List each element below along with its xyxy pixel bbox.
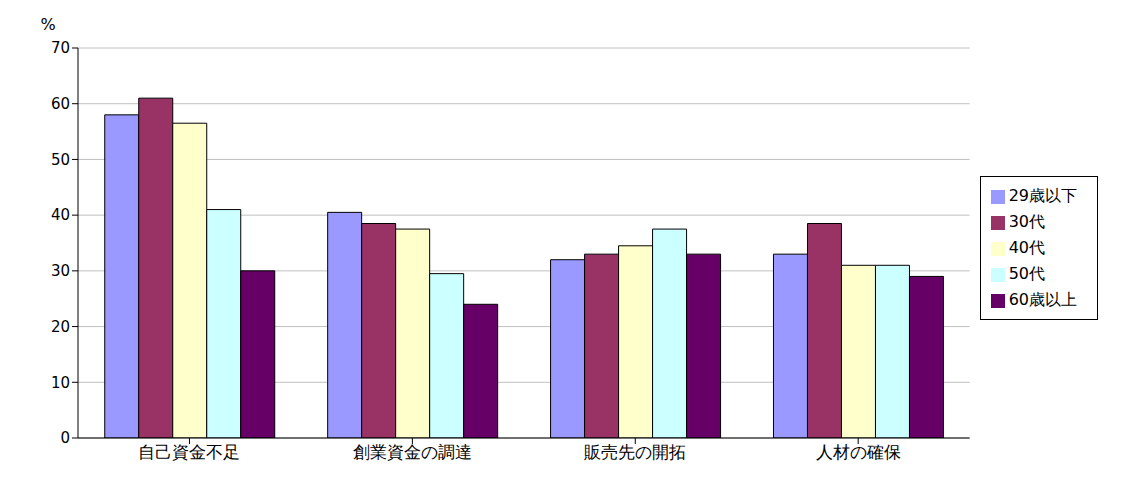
html-text:30代: 30代 <box>1008 212 1045 231</box>
svg-text:%: % <box>40 15 55 34</box>
svg-text:40: 40 <box>51 206 70 224</box>
svg-text:70: 70 <box>51 39 70 57</box>
svg-text:創業資金の調達: 創業資金の調達 <box>353 442 472 462</box>
html-text:50代: 50代 <box>1008 264 1045 283</box>
html-text:29歳以下: 29歳以下 <box>1008 186 1077 205</box>
svg-text:50: 50 <box>51 151 70 169</box>
svg-text:60: 60 <box>51 95 70 113</box>
html-text:60歳以上: 60歳以上 <box>1008 290 1077 309</box>
svg-text:0: 0 <box>60 429 70 447</box>
svg-text:10: 10 <box>51 374 70 392</box>
svg-text:20: 20 <box>51 318 70 336</box>
html-text:40代: 40代 <box>1008 238 1045 257</box>
svg-text:30: 30 <box>51 262 70 280</box>
svg-text:人材の確保: 人材の確保 <box>816 442 901 462</box>
svg-text:自己資金不足: 自己資金不足 <box>138 442 240 462</box>
svg-text:販売先の開拓: 販売先の開拓 <box>584 442 686 462</box>
